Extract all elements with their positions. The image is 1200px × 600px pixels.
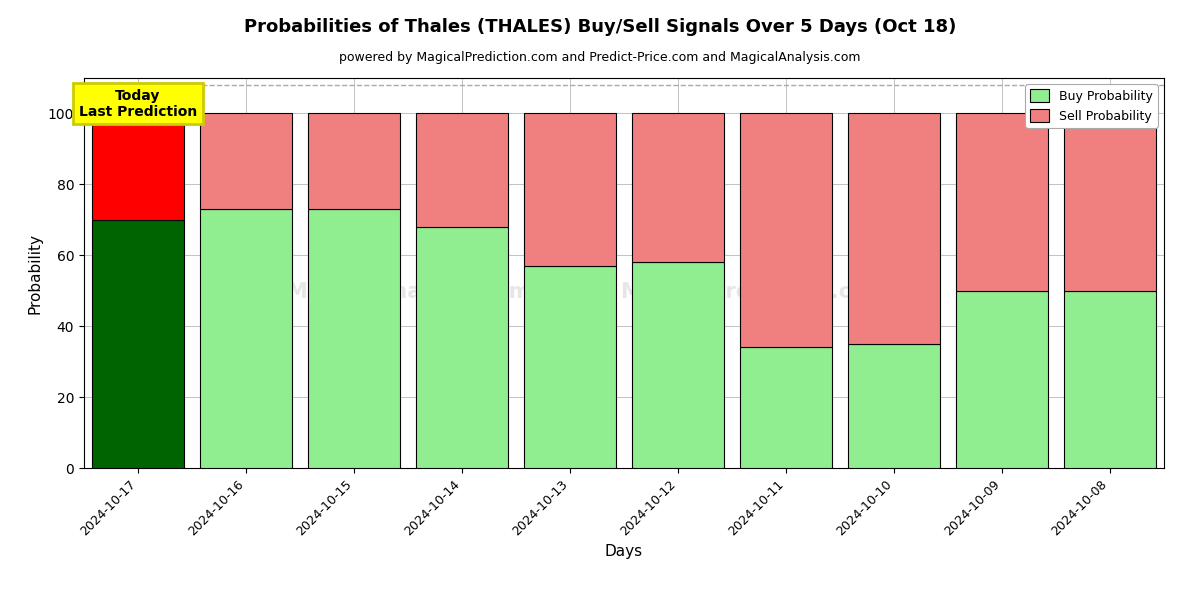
Bar — [200, 209, 292, 468]
Legend: Buy Probability, Sell Probability: Buy Probability, Sell Probability — [1025, 84, 1158, 128]
Bar — [632, 262, 724, 468]
Bar — [92, 220, 184, 468]
Bar — [416, 113, 508, 227]
Bar — [92, 113, 184, 220]
X-axis label: Days: Days — [605, 544, 643, 559]
Bar — [308, 113, 400, 209]
Text: Probabilities of Thales (THALES) Buy/Sell Signals Over 5 Days (Oct 18): Probabilities of Thales (THALES) Buy/Sel… — [244, 18, 956, 36]
Text: MagicalPrediction.com: MagicalPrediction.com — [620, 283, 887, 302]
Bar — [1064, 291, 1156, 468]
Bar — [848, 113, 940, 344]
Bar — [956, 291, 1048, 468]
Bar — [740, 113, 832, 347]
Bar — [956, 113, 1048, 291]
Text: Today
Last Prediction: Today Last Prediction — [79, 89, 197, 119]
Bar — [848, 344, 940, 468]
Bar — [632, 113, 724, 262]
Bar — [416, 227, 508, 468]
Text: MagicalAnalysis.com: MagicalAnalysis.com — [286, 283, 530, 302]
Bar — [740, 347, 832, 468]
Bar — [1064, 113, 1156, 291]
Bar — [524, 113, 616, 266]
Bar — [524, 266, 616, 468]
Bar — [308, 209, 400, 468]
Text: powered by MagicalPrediction.com and Predict-Price.com and MagicalAnalysis.com: powered by MagicalPrediction.com and Pre… — [340, 51, 860, 64]
Bar — [200, 113, 292, 209]
Y-axis label: Probability: Probability — [28, 232, 42, 313]
